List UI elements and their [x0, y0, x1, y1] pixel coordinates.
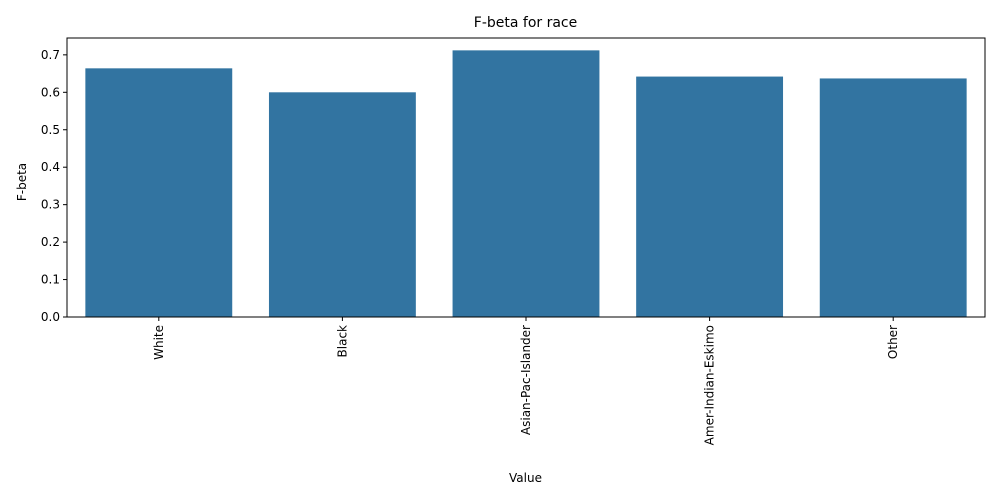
y-tick-label: 0.7 — [41, 48, 60, 62]
x-tick-label: Other — [886, 325, 900, 359]
x-tick-label: Asian-Pac-Islander — [519, 325, 533, 435]
chart-title: F-beta for race — [474, 15, 577, 31]
y-tick-label: 0.3 — [41, 198, 60, 212]
y-tick-label: 0.5 — [41, 123, 60, 137]
bar-amer-indian-eskimo — [636, 76, 784, 317]
x-axis-title: Value — [509, 471, 542, 485]
x-axis-ticks: White Black Asian-Pac-Islander Amer-Indian-… — [152, 317, 900, 445]
bar-other — [819, 78, 967, 317]
y-axis-title: F-beta — [15, 163, 29, 201]
y-tick-label: 0.4 — [41, 160, 60, 174]
bar-asian-pac-islander — [452, 50, 600, 317]
bar-black — [268, 92, 416, 317]
x-tick-label: Black — [335, 325, 349, 358]
x-tick-label: Amer-Indian-Eskimo — [703, 325, 717, 445]
bars-group — [85, 50, 967, 317]
y-tick-label: 0.0 — [41, 310, 60, 324]
y-tick-label: 0.6 — [41, 85, 60, 99]
y-axis-ticks: 0.0 0.1 0.2 0.3 0.4 0.5 0.6 0.7 — [41, 48, 67, 324]
plot-frame — [66, 37, 986, 318]
bar-white — [85, 68, 233, 317]
y-tick-label: 0.1 — [41, 273, 60, 287]
x-tick-label: White — [152, 325, 166, 360]
y-tick-label: 0.2 — [41, 235, 60, 249]
